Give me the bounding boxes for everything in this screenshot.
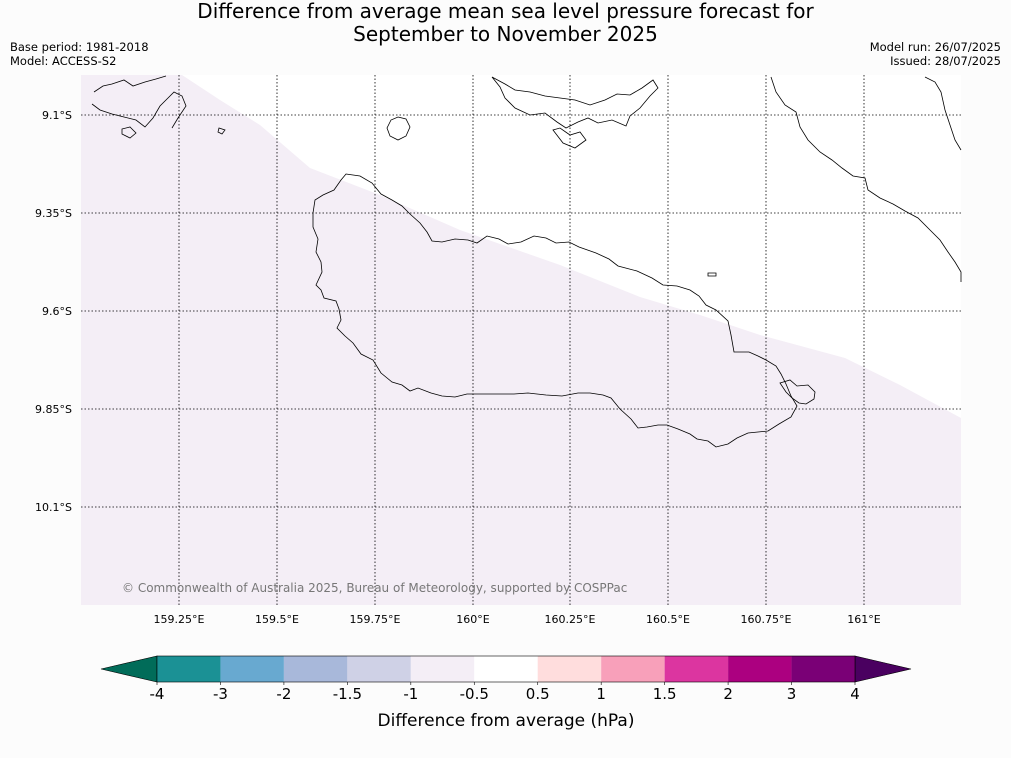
colorbar-segment — [601, 656, 665, 682]
colorbar-segment — [664, 656, 729, 682]
model-run-text: Model run: 26/07/2025 — [869, 40, 1001, 54]
coastlines — [91, 75, 962, 448]
coastline-savo-island — [386, 116, 411, 141]
colorbar-segment — [157, 656, 221, 682]
latitude-label: 9.35°S — [35, 207, 72, 220]
colorbar-tick-label: -0.5 — [460, 685, 489, 703]
title-line-1: Difference from average mean sea level p… — [197, 0, 814, 23]
colorbar-tick-label: -1 — [403, 685, 418, 703]
latitude-label: 10.1°S — [35, 501, 72, 514]
longitude-label: 160.5°E — [646, 613, 690, 626]
colorbar-segment — [283, 656, 348, 682]
colorbar-tick-label: 3 — [787, 685, 797, 703]
meta-right: Model run: 26/07/2025 Issued: 28/07/2025 — [870, 40, 1001, 68]
colorbar-segment — [474, 656, 538, 682]
colorbar-segment — [728, 656, 792, 682]
latitude-label: 9.6°S — [42, 305, 72, 318]
title-line-2: September to November 2025 — [353, 22, 658, 46]
longitude-label: 159.25°E — [154, 613, 205, 626]
coastline-nggela-islands — [491, 76, 659, 149]
colorbar-tick-label: -3 — [213, 685, 228, 703]
coastline-guadalcanal — [312, 173, 798, 448]
colorbar-tick-label: 0.5 — [526, 685, 550, 703]
chart-title: Difference from average mean sea level p… — [0, 0, 1011, 46]
coastline-small-islet — [707, 272, 717, 277]
colorbar-under-extension — [100, 655, 158, 683]
colorbar-tick-label: -1.5 — [333, 685, 362, 703]
longitude-label: 159.5°E — [255, 613, 299, 626]
meta-left: Base period: 1981-2018 Model: ACCESS-S2 — [10, 40, 149, 68]
copyright-text: © Commonwealth of Australia 2025, Bureau… — [122, 581, 627, 595]
colorbar-segment — [347, 656, 411, 682]
latitude-label: 9.1°S — [42, 109, 72, 122]
colorbar-tick-label: 2 — [723, 685, 733, 703]
longitude-label: 161°E — [847, 613, 880, 626]
colorbar-segment — [791, 656, 855, 682]
longitude-labels: 159.25°E 159.5°E 159.75°E 160°E 160.25°E 160.… — [154, 613, 881, 626]
colorbar-label: Difference from average (hPa) — [378, 711, 635, 731]
colorbar-segment — [537, 656, 602, 682]
longitude-label: 160.25°E — [545, 613, 596, 626]
latitude-label: 9.85°S — [35, 403, 72, 416]
colorbar-segment — [220, 656, 284, 682]
model-text: Model: ACCESS-S2 — [10, 54, 117, 68]
longitude-label: 159.75°E — [350, 613, 401, 626]
colorbar-tick-label: 1.5 — [653, 685, 677, 703]
longitude-label: 160°E — [456, 613, 489, 626]
colorbar-outline — [156, 655, 856, 683]
colorbar-tick-label: 1 — [596, 685, 606, 703]
coastline-malaita — [770, 76, 962, 282]
coastline-northwest-islands — [91, 75, 226, 139]
colorbar-tick-label: -4 — [150, 685, 165, 703]
base-period-text: Base period: 1981-2018 — [10, 40, 149, 54]
latitude-labels: 9.1°S 9.35°S 9.6°S 9.85°S 10.1°S — [35, 109, 72, 514]
issued-text: Issued: 28/07/2025 — [890, 54, 1001, 68]
coastline-marau-islets — [779, 379, 816, 405]
graticule — [81, 75, 961, 605]
longitude-label: 160.75°E — [741, 613, 792, 626]
colorbar-tick-label: 4 — [850, 685, 860, 703]
anomaly-fill-region — [81, 75, 961, 605]
colorbar: -4 -3 -2 -1.5 -1 -0.5 0.5 1 1.5 2 3 4 — [100, 655, 912, 703]
colorbar-tick-label: -2 — [276, 685, 291, 703]
colorbar-over-extension — [854, 655, 912, 683]
colorbar-segment — [410, 656, 475, 682]
